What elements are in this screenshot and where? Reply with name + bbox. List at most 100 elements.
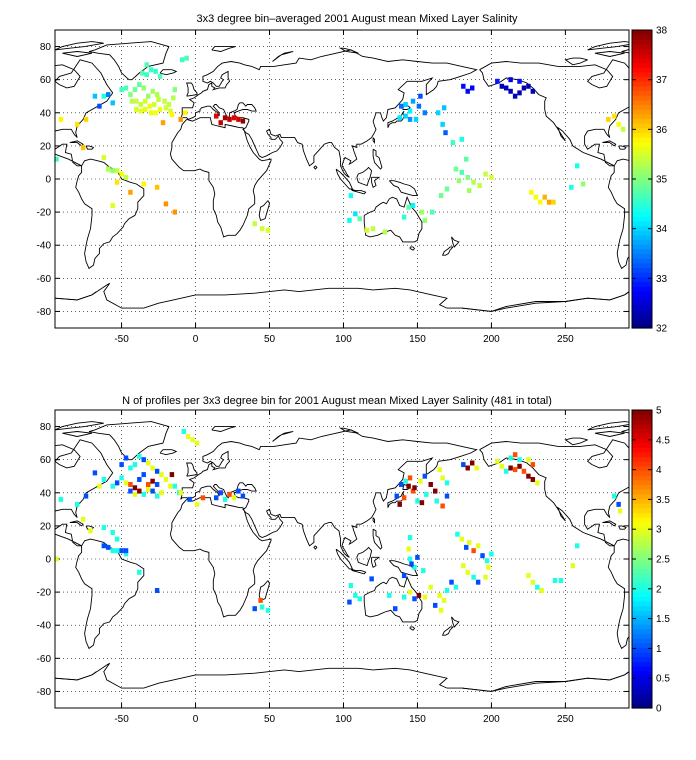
data-cell bbox=[166, 102, 172, 107]
colorbar-band bbox=[632, 428, 652, 434]
x-tick-label: 150 bbox=[409, 334, 426, 345]
colorbar-band bbox=[632, 71, 652, 78]
data-cell bbox=[138, 108, 144, 114]
x-tick-label: 250 bbox=[557, 334, 574, 345]
data-cell bbox=[419, 209, 425, 215]
colorbar-band bbox=[632, 151, 652, 157]
data-cell bbox=[409, 561, 414, 567]
data-cell bbox=[178, 116, 183, 122]
coastline bbox=[371, 176, 381, 188]
data-cell bbox=[146, 460, 151, 466]
data-cell bbox=[114, 536, 120, 542]
colorbar-band bbox=[632, 206, 652, 213]
colorbar-band bbox=[632, 619, 652, 625]
bottom-colorbar: 5 4.5 4 3.5 3 2.5 2 1.5 1 0.5 0 bbox=[631, 406, 670, 715]
data-cell bbox=[154, 493, 160, 499]
colorbar-tick-label: 0 bbox=[656, 704, 662, 715]
data-cell bbox=[190, 437, 195, 443]
data-cell bbox=[456, 178, 462, 184]
colorbar-band bbox=[632, 633, 652, 639]
data-cell bbox=[160, 120, 166, 126]
data-cell bbox=[119, 462, 124, 468]
data-cell bbox=[430, 209, 435, 215]
data-cell bbox=[172, 209, 178, 215]
data-cell bbox=[422, 473, 428, 479]
data-cell bbox=[265, 607, 271, 613]
data-cell bbox=[535, 480, 540, 486]
data-cell bbox=[443, 130, 448, 136]
colorbar-band bbox=[632, 521, 652, 528]
colorbar-band bbox=[632, 484, 652, 490]
coastline bbox=[55, 59, 114, 167]
data-cell bbox=[240, 118, 246, 124]
data-cell bbox=[88, 528, 93, 534]
data-cell bbox=[83, 116, 89, 122]
coastline bbox=[602, 140, 617, 147]
data-cell bbox=[138, 102, 144, 107]
data-cell bbox=[240, 493, 246, 499]
data-cell bbox=[353, 592, 358, 598]
data-cell bbox=[438, 607, 444, 613]
colorbar-tick-label: 1 bbox=[656, 644, 662, 655]
data-cell bbox=[123, 455, 129, 461]
coastline bbox=[258, 200, 270, 221]
data-cell bbox=[163, 105, 169, 111]
data-cell bbox=[529, 189, 534, 195]
data-cell bbox=[580, 181, 586, 187]
data-cell bbox=[444, 493, 450, 499]
data-cell bbox=[437, 467, 442, 473]
data-cell bbox=[97, 483, 102, 489]
data-cell bbox=[178, 490, 183, 496]
top-plot-frame bbox=[54, 29, 630, 329]
data-cell bbox=[97, 103, 102, 109]
data-cell bbox=[570, 563, 576, 569]
colorbar-band bbox=[632, 165, 652, 171]
coastline bbox=[363, 195, 423, 243]
colorbar-band bbox=[632, 680, 652, 686]
colorbar-band bbox=[632, 216, 652, 222]
colorbar-band bbox=[632, 586, 652, 593]
data-cell bbox=[387, 592, 392, 598]
coastline bbox=[388, 560, 419, 577]
data-cell bbox=[542, 194, 547, 200]
data-cell bbox=[83, 493, 89, 499]
data-cell bbox=[453, 166, 459, 172]
y-tick-label: -60 bbox=[37, 274, 52, 285]
data-cell bbox=[357, 596, 362, 602]
data-cell bbox=[437, 592, 442, 598]
colorbar-band bbox=[632, 211, 652, 217]
colorbar-band bbox=[632, 545, 652, 551]
coastline bbox=[479, 59, 629, 167]
data-cell bbox=[441, 105, 447, 111]
data-cell bbox=[252, 221, 257, 227]
data-cell bbox=[606, 116, 611, 122]
data-cell bbox=[110, 530, 115, 535]
data-cell bbox=[106, 544, 111, 550]
data-cell bbox=[449, 579, 454, 585]
data-cell bbox=[407, 108, 413, 114]
data-cell bbox=[168, 108, 173, 114]
data-cell bbox=[438, 193, 444, 199]
data-cell bbox=[187, 496, 192, 502]
colorbar-band bbox=[632, 600, 652, 607]
data-cell bbox=[227, 491, 232, 497]
coastline bbox=[186, 462, 198, 477]
coastline bbox=[618, 145, 627, 150]
coastline bbox=[55, 439, 114, 547]
data-cell bbox=[535, 584, 540, 590]
data-cell bbox=[465, 465, 470, 471]
data-cell bbox=[412, 596, 417, 602]
data-cell bbox=[159, 490, 164, 496]
data-cell bbox=[222, 496, 228, 502]
data-cell bbox=[526, 457, 531, 463]
data-cell bbox=[128, 189, 133, 195]
data-cell bbox=[499, 463, 505, 469]
x-tick-label: 150 bbox=[409, 714, 426, 725]
colorbar-band bbox=[632, 295, 652, 301]
data-cell bbox=[137, 477, 142, 482]
data-cell bbox=[530, 477, 536, 482]
colorbar-band bbox=[632, 39, 652, 45]
colorbar-band bbox=[632, 123, 652, 129]
data-cell bbox=[101, 525, 107, 531]
